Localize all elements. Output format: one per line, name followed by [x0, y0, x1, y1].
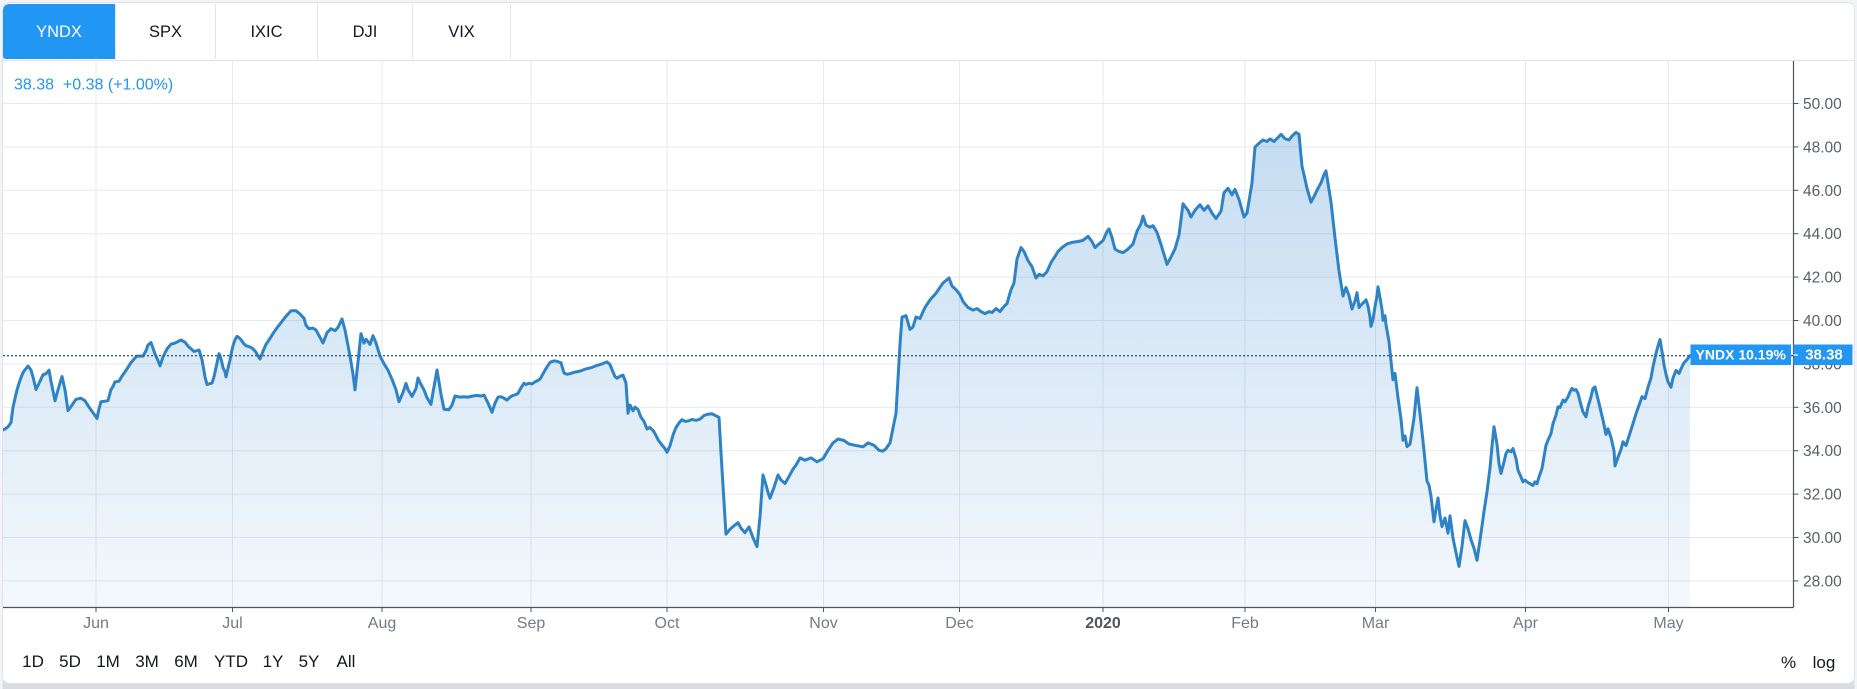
svg-text:Dec: Dec — [945, 615, 973, 632]
svg-text:50.00: 50.00 — [1803, 96, 1842, 113]
svg-text:YTD: YTD — [214, 652, 248, 671]
svg-text:36.00: 36.00 — [1803, 400, 1842, 417]
svg-text:38.38: 38.38 — [1805, 347, 1843, 364]
svg-text:DJI: DJI — [353, 23, 378, 41]
svg-text:1Y: 1Y — [263, 652, 284, 671]
svg-text:log: log — [1813, 653, 1836, 672]
svg-text:42.00: 42.00 — [1803, 270, 1842, 287]
svg-text:5D: 5D — [59, 652, 81, 671]
svg-text:5Y: 5Y — [299, 652, 320, 671]
svg-text:Aug: Aug — [368, 615, 396, 632]
svg-text:1M: 1M — [96, 652, 120, 671]
svg-text:6M: 6M — [174, 652, 198, 671]
svg-text:Oct: Oct — [655, 615, 680, 632]
svg-text:3M: 3M — [135, 652, 159, 671]
svg-text:SPX: SPX — [149, 23, 182, 41]
svg-text:May: May — [1653, 615, 1683, 632]
svg-text:Sep: Sep — [517, 615, 546, 632]
svg-text:YNDX 10.19%: YNDX 10.19% — [1696, 347, 1787, 363]
svg-text:48.00: 48.00 — [1803, 139, 1842, 156]
svg-text:Mar: Mar — [1362, 615, 1390, 632]
svg-text:Feb: Feb — [1231, 615, 1259, 632]
svg-text:34.00: 34.00 — [1803, 443, 1842, 460]
svg-text:Nov: Nov — [809, 615, 837, 632]
svg-text:30.00: 30.00 — [1803, 530, 1842, 547]
svg-text:VIX: VIX — [448, 23, 475, 41]
svg-text:2020: 2020 — [1085, 615, 1121, 632]
svg-text:Jul: Jul — [222, 615, 242, 632]
svg-text:1D: 1D — [22, 652, 44, 671]
svg-text:32.00: 32.00 — [1803, 487, 1842, 504]
svg-text:Apr: Apr — [1513, 615, 1539, 632]
svg-text:46.00: 46.00 — [1803, 183, 1842, 200]
svg-text:44.00: 44.00 — [1803, 226, 1842, 243]
svg-text:38.38 +0.38 (+1.00%): 38.38 +0.38 (+1.00%) — [14, 77, 173, 94]
svg-text:Jun: Jun — [83, 615, 109, 632]
svg-text:40.00: 40.00 — [1803, 313, 1842, 330]
svg-text:%: % — [1781, 653, 1796, 672]
svg-text:28.00: 28.00 — [1803, 573, 1842, 590]
svg-text:YNDX: YNDX — [36, 23, 82, 41]
svg-text:IXIC: IXIC — [250, 23, 282, 41]
svg-text:All: All — [337, 652, 356, 671]
